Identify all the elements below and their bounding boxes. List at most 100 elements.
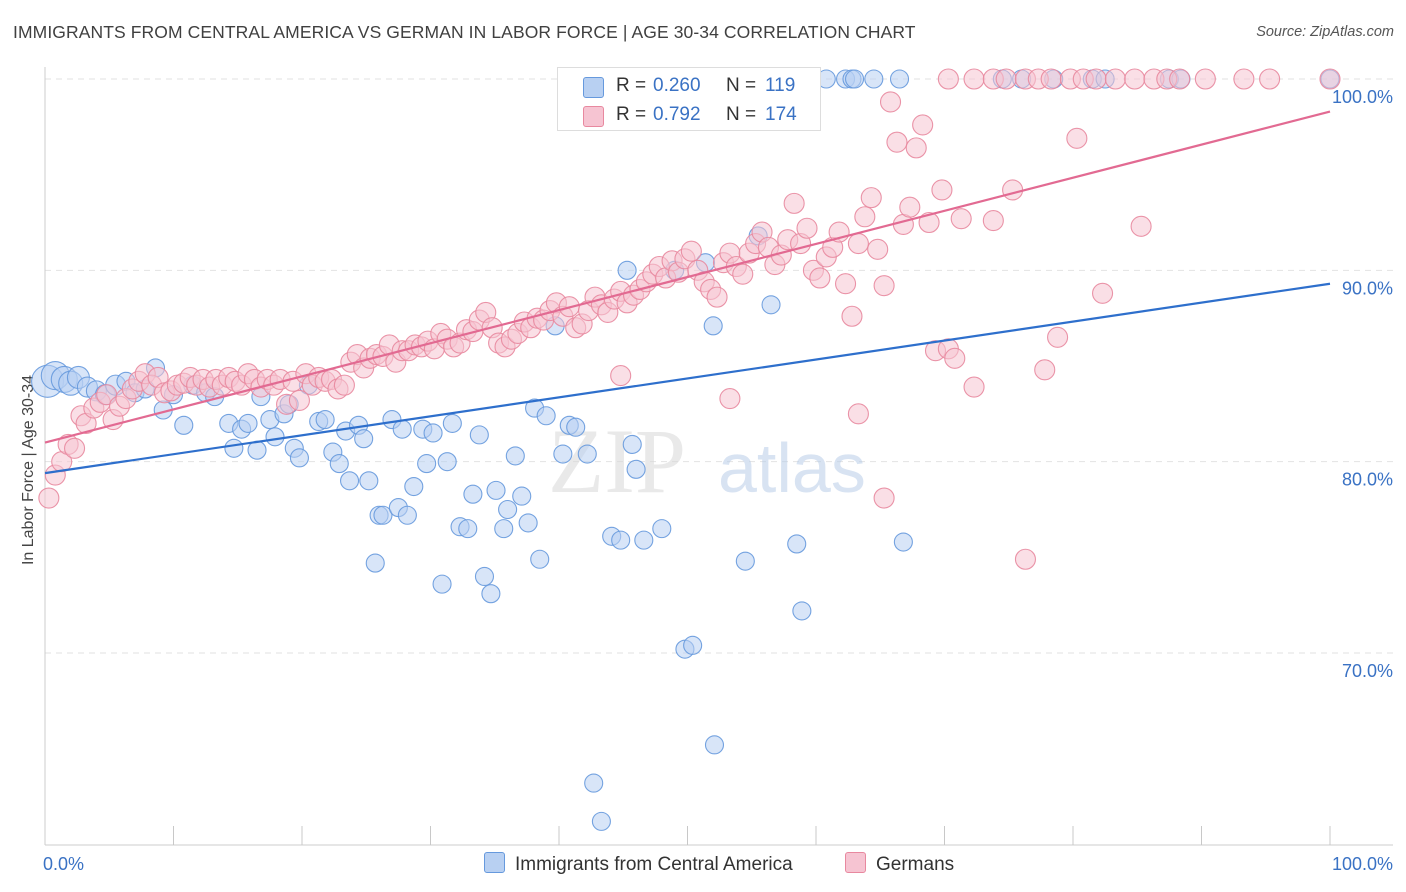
legend-row-pink: R = 0.792 N = 174 [558,101,820,131]
blue-point [505,446,525,466]
pink-point [937,68,959,90]
blue-point [626,459,646,479]
blue-point [617,260,637,280]
x-tick-label: 100.0% [1332,854,1393,874]
pink-point [860,187,882,209]
blue-point [423,423,443,443]
watermark: ZIP atlas [548,410,866,512]
pink-point [719,387,741,410]
legend-n-label: N = [726,75,757,96]
pink-point [867,238,889,260]
blue-point [373,505,393,525]
legend-row-blue: R = 0.260 N = 119 [558,72,820,102]
pink-point [288,389,310,411]
y-tick-label: 90.0% [1342,278,1393,298]
blue-point [703,316,723,336]
pink-point [1319,68,1341,90]
blue-point [792,601,812,621]
axes [44,67,1393,846]
blue-point [634,530,654,550]
pink-point [610,365,632,387]
pink-point [879,91,902,113]
x-tick-label: 0.0% [43,854,84,874]
blue-point [735,551,755,571]
legend-n-value: 174 [765,104,797,125]
watermark-atlas: atlas [718,429,866,507]
blue-point [844,69,865,89]
trend-line-blue [44,282,1331,475]
pink-point [1085,68,1107,90]
pink-point [982,210,1004,232]
pink-point [835,273,857,295]
pink-point [1130,215,1152,237]
y-tick-label: 70.0% [1342,661,1393,681]
series-pink-points [38,68,1341,570]
series-blue-points [31,69,1340,831]
legend-r-label: R = [616,75,647,96]
blue-point [787,534,807,554]
blue-point [463,484,483,504]
pink-point [706,286,728,308]
pink-point [783,192,805,214]
legend-swatch-pink [845,852,866,873]
pink-point [809,267,831,289]
blue-point [512,486,532,506]
legend-n-value: 119 [765,75,796,96]
blue-point [622,434,642,454]
blue-point [265,427,285,447]
blue-point [339,471,360,491]
pink-point [1014,548,1037,570]
pink-point [963,68,985,90]
pink-point [905,137,927,159]
legend-label-blue: Immigrants from Central America [515,854,793,875]
legend-bottom-blue: Immigrants from Central America [484,852,793,878]
blue-point [536,406,556,426]
blue-point [392,419,412,439]
pink-point [950,208,972,230]
blue-point [584,773,604,793]
blue-point [704,735,725,755]
blue-point [566,417,586,437]
legend-r-label: R = [616,104,647,125]
pink-point [931,179,953,201]
legend-swatch-pink [583,106,604,127]
blue-point [238,413,258,433]
blue-point [481,584,501,604]
pink-point [1233,68,1255,90]
pink-point [732,263,754,285]
blue-point [437,452,457,472]
blue-point [289,448,309,468]
legend-r-value: 0.260 [653,75,701,96]
blue-point [469,425,489,445]
y-tick-label: 80.0% [1342,470,1393,490]
pink-point [1104,68,1126,90]
pink-point [64,437,86,459]
blue-point [683,635,703,655]
legend-swatch-blue [583,77,604,98]
blue-point [329,454,349,474]
legend-r-value: 0.792 [653,104,701,125]
blue-point [365,553,385,573]
source-label: Source: ZipAtlas.com [1256,24,1394,40]
pink-point [886,131,908,153]
pink-point [796,217,818,239]
blue-point [864,69,884,89]
pink-point [1259,68,1281,90]
blue-point [652,519,672,539]
blue-point [591,811,611,831]
blue-point [553,444,573,464]
pink-point [38,487,60,509]
blue-point [498,499,518,520]
blue-point [404,476,424,497]
pink-point [847,403,869,425]
pink-point [1124,68,1146,90]
pink-point [944,347,966,369]
blue-point [174,415,194,435]
pink-point [912,114,934,136]
legend-bottom-pink: Germans [845,852,954,878]
blue-point [458,519,478,539]
blue-point [893,532,913,552]
blue-point [530,549,550,569]
pink-point [847,232,869,255]
trend-line-pink [44,110,1331,444]
